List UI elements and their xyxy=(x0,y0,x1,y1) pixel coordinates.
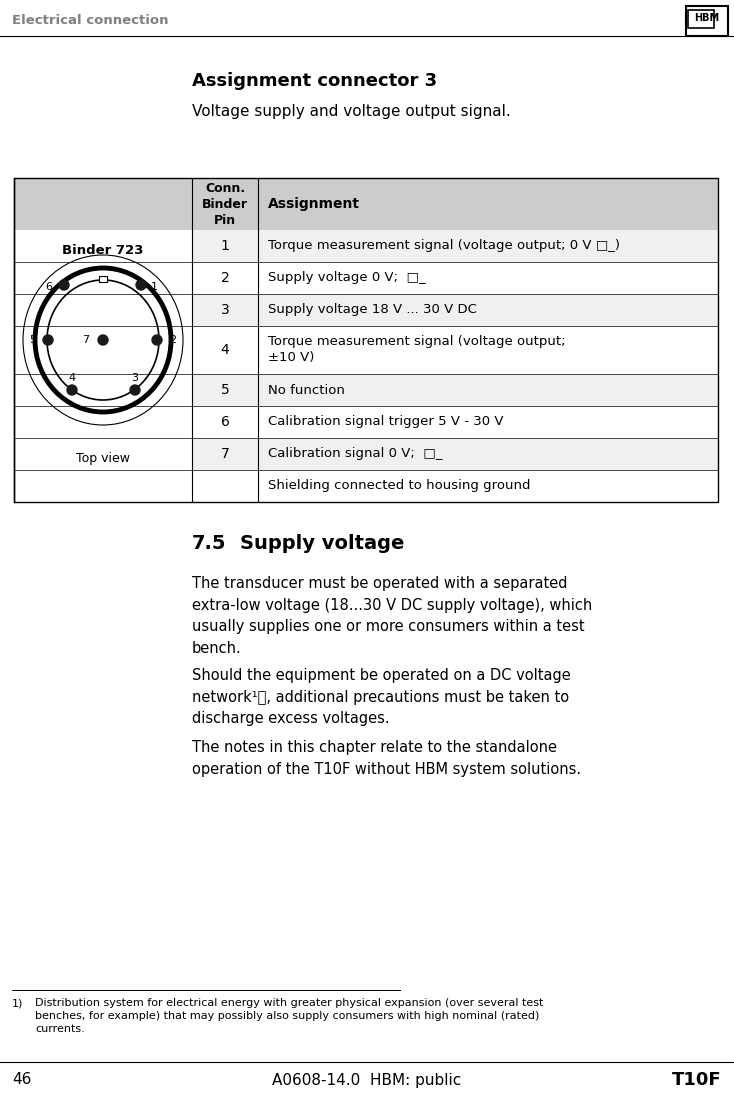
Text: 7: 7 xyxy=(82,335,89,345)
Text: Assignment: Assignment xyxy=(268,197,360,211)
Bar xyxy=(192,470,718,502)
Bar xyxy=(14,178,718,230)
Text: 6: 6 xyxy=(220,415,230,429)
Text: Distribution system for electrical energy with greater physical expansion (over : Distribution system for electrical energ… xyxy=(35,998,543,1035)
Text: T10F: T10F xyxy=(672,1071,722,1089)
Bar xyxy=(192,406,718,438)
Text: 7: 7 xyxy=(221,447,229,461)
Bar xyxy=(192,294,718,326)
Text: A0608-14.0  HBM: public: A0608-14.0 HBM: public xyxy=(272,1072,462,1087)
Text: 2: 2 xyxy=(221,271,229,286)
Text: 6: 6 xyxy=(45,282,52,292)
Text: Supply voltage: Supply voltage xyxy=(240,534,404,552)
Circle shape xyxy=(152,335,162,345)
Text: Electrical connection: Electrical connection xyxy=(12,13,169,26)
Circle shape xyxy=(59,280,69,290)
Bar xyxy=(99,276,107,282)
Circle shape xyxy=(136,280,146,290)
Bar xyxy=(192,230,718,261)
Text: No function: No function xyxy=(268,384,345,396)
Text: 4: 4 xyxy=(68,373,76,383)
Text: 5: 5 xyxy=(221,383,229,397)
Text: Binder 723: Binder 723 xyxy=(62,244,144,257)
Text: 7.5: 7.5 xyxy=(192,534,227,552)
Text: Assignment connector 3: Assignment connector 3 xyxy=(192,72,437,90)
Circle shape xyxy=(130,385,140,395)
Text: 3: 3 xyxy=(131,373,139,383)
Text: Top view: Top view xyxy=(76,452,130,465)
Text: 5: 5 xyxy=(29,335,36,345)
Bar xyxy=(192,438,718,470)
Text: 1: 1 xyxy=(220,238,230,253)
Text: Calibration signal 0 V;  □_: Calibration signal 0 V; □_ xyxy=(268,447,443,461)
Text: Should the equipment be operated on a DC voltage
network¹⧉, additional precautio: Should the equipment be operated on a DC… xyxy=(192,668,571,726)
Circle shape xyxy=(67,385,77,395)
Text: 46: 46 xyxy=(12,1072,32,1087)
Text: 2: 2 xyxy=(169,335,176,345)
Text: Shielding connected to housing ground: Shielding connected to housing ground xyxy=(268,479,531,492)
Text: The transducer must be operated with a separated
extra‑low voltage (18...30 V DC: The transducer must be operated with a s… xyxy=(192,577,592,655)
Text: 3: 3 xyxy=(221,303,229,317)
Circle shape xyxy=(98,335,108,345)
Text: Voltage supply and voltage output signal.: Voltage supply and voltage output signal… xyxy=(192,104,511,119)
Ellipse shape xyxy=(47,280,159,400)
Bar xyxy=(14,178,718,502)
Bar xyxy=(192,374,718,406)
Text: Calibration signal trigger 5 V - 30 V: Calibration signal trigger 5 V - 30 V xyxy=(268,416,504,429)
Bar xyxy=(192,326,718,374)
Text: 1: 1 xyxy=(151,282,158,292)
Text: Torque measurement signal (voltage output;
±10 V): Torque measurement signal (voltage outpu… xyxy=(268,336,565,364)
Text: HBM: HBM xyxy=(694,13,719,23)
Text: Torque measurement signal (voltage output; 0 V □_): Torque measurement signal (voltage outpu… xyxy=(268,240,620,253)
Ellipse shape xyxy=(35,268,171,412)
Bar xyxy=(686,5,728,36)
Text: Conn.
Binder
Pin: Conn. Binder Pin xyxy=(202,182,248,226)
Text: 1): 1) xyxy=(12,998,23,1008)
Text: Supply voltage 0 V;  □_: Supply voltage 0 V; □_ xyxy=(268,271,426,284)
Bar xyxy=(192,261,718,294)
Bar xyxy=(688,10,714,28)
Circle shape xyxy=(43,335,53,345)
Text: 4: 4 xyxy=(221,344,229,357)
Text: The notes in this chapter relate to the standalone
operation of the T10F without: The notes in this chapter relate to the … xyxy=(192,740,581,777)
Text: Supply voltage 18 V ... 30 V DC: Supply voltage 18 V ... 30 V DC xyxy=(268,303,477,316)
